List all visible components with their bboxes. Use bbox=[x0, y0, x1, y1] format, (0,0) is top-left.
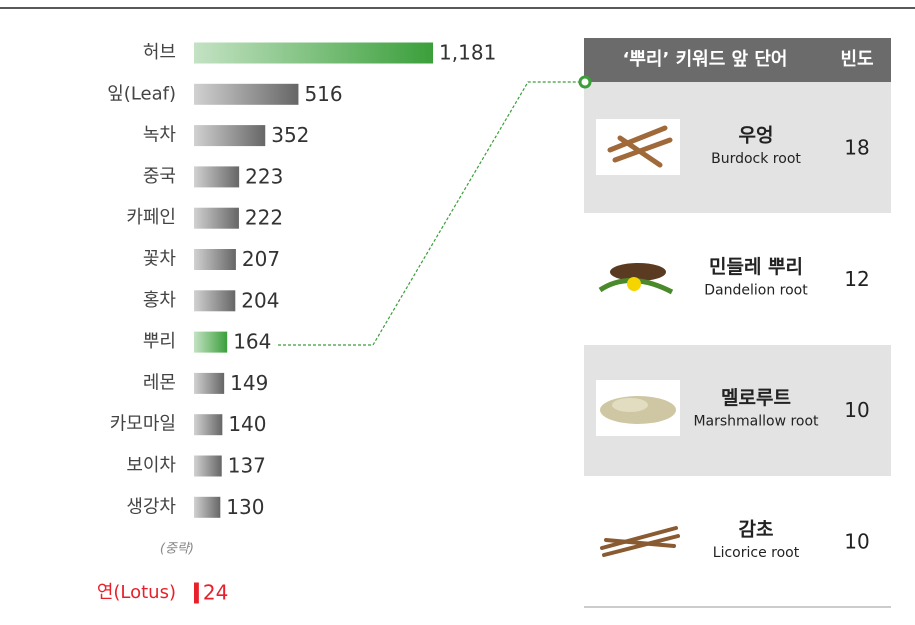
bar bbox=[194, 290, 235, 311]
value-label: 137 bbox=[228, 454, 266, 478]
value-label: 164 bbox=[233, 330, 271, 354]
bar bbox=[194, 249, 236, 270]
bar bbox=[194, 84, 298, 105]
root-english: Burdock root bbox=[711, 151, 801, 167]
bar bbox=[194, 332, 227, 353]
root-name: 멜로루트 bbox=[721, 387, 791, 409]
connector-dot bbox=[580, 77, 590, 87]
frequency: 10 bbox=[844, 529, 869, 553]
bar bbox=[194, 43, 433, 64]
category-label: 보이차 bbox=[126, 455, 176, 476]
value-label: 223 bbox=[245, 164, 283, 188]
category-label: 카페인 bbox=[126, 207, 176, 228]
root-name: 감초 bbox=[739, 518, 774, 540]
connector bbox=[278, 82, 580, 345]
bar bbox=[194, 456, 222, 477]
infographic: ‘뿌리’ 키워드 앞 단어 빈도 허브 1,181 잎(Leaf) 516 녹차 352 중… bbox=[0, 0, 915, 625]
value-label: 516 bbox=[304, 82, 342, 106]
root-name: 우엉 bbox=[739, 125, 774, 147]
bar bbox=[194, 208, 239, 229]
category-label: 녹차 bbox=[143, 125, 177, 146]
category-label: 꽃차 bbox=[143, 249, 177, 270]
root-english: Marshmallow root bbox=[693, 414, 819, 430]
value-label: 130 bbox=[226, 495, 264, 519]
annotation: (중략) bbox=[160, 542, 194, 557]
value-label: 24 bbox=[203, 581, 228, 605]
value-label: 149 bbox=[230, 371, 268, 395]
category-label: 카모마일 bbox=[110, 414, 176, 435]
root-english: Dandelion root bbox=[704, 282, 808, 298]
root-english: Licorice root bbox=[713, 545, 800, 561]
value-label: 1,181 bbox=[439, 41, 496, 65]
category-label: 잎(Leaf) bbox=[107, 83, 176, 104]
frequency: 10 bbox=[844, 398, 869, 422]
category-label: 홍차 bbox=[143, 290, 177, 311]
category-label: 뿌리 bbox=[143, 331, 176, 352]
value-label: 204 bbox=[241, 288, 279, 312]
category-label: 레몬 bbox=[143, 372, 176, 393]
bar bbox=[194, 583, 199, 604]
frequency: 12 bbox=[844, 267, 869, 291]
category-label: 중국 bbox=[143, 166, 176, 187]
value-label: 352 bbox=[271, 123, 309, 147]
column-header: 빈도 bbox=[840, 49, 873, 70]
category-label: 연(Lotus) bbox=[97, 582, 176, 603]
bar bbox=[194, 414, 222, 435]
bar bbox=[194, 166, 239, 187]
bar bbox=[194, 125, 265, 146]
value-label: 222 bbox=[245, 206, 283, 230]
bar bbox=[194, 497, 220, 518]
frequency: 18 bbox=[844, 136, 869, 160]
bar bbox=[194, 373, 224, 394]
category-label: 생강차 bbox=[126, 496, 176, 517]
value-label: 140 bbox=[228, 412, 266, 436]
column-header: ‘뿌리’ 키워드 앞 단어 bbox=[623, 48, 788, 70]
category-label: 허브 bbox=[143, 42, 176, 63]
value-label: 207 bbox=[242, 247, 280, 271]
root-name: 민들레 뿌리 bbox=[709, 256, 803, 278]
